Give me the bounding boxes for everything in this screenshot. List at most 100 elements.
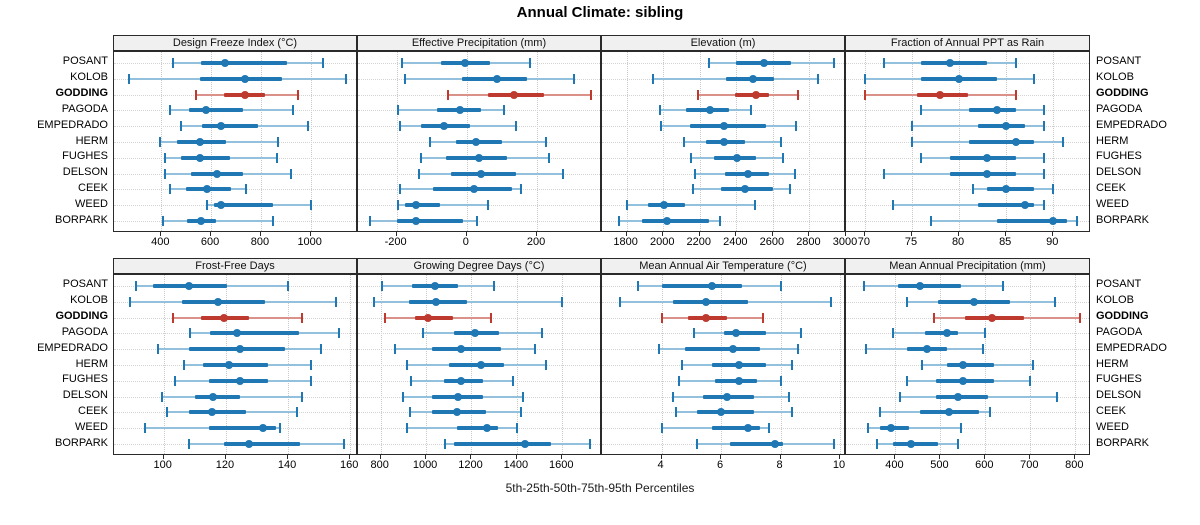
station-label-right-pagoda: PAGODA: [1096, 102, 1143, 115]
whisker-cap-low: [867, 423, 870, 434]
whisker-cap-low: [865, 344, 868, 355]
whisker-cap-low: [195, 89, 198, 100]
panel-header-1-1: Growing Degree Days (°C): [357, 258, 601, 274]
median-dot: [744, 169, 753, 178]
whisker-cap-low: [156, 344, 159, 355]
whisker-cap-high: [272, 216, 275, 227]
station-label-right-posant: POSANT: [1096, 55, 1142, 68]
median-dot: [453, 392, 462, 401]
axis-tick-mark: [839, 455, 841, 459]
whisker-cap-high: [276, 152, 279, 163]
panel-plot-1-2: [601, 274, 845, 455]
axis-tick-label: 600: [975, 459, 994, 471]
whisker-cap-low: [689, 152, 692, 163]
whisker-5-95: [868, 427, 961, 430]
whisker-cap-low: [660, 121, 663, 132]
iqr-bar-25-75: [181, 155, 230, 160]
station-label-right-posant: POSANT: [1096, 278, 1142, 291]
median-dot: [203, 185, 212, 194]
axis-tick-mark: [162, 455, 164, 459]
axis-tick-mark: [536, 232, 538, 236]
whisker-cap-high: [1075, 216, 1078, 227]
axis-tick-label: 140: [277, 459, 297, 471]
axis-tick-mark: [779, 455, 781, 459]
iqr-bar-25-75: [201, 60, 288, 65]
whisker-cap-low: [618, 296, 621, 307]
axis-tick-label: 75: [904, 236, 918, 248]
whisker-cap-low: [428, 137, 431, 147]
whisker-cap-high: [338, 328, 341, 339]
iqr-bar-25-75: [685, 347, 760, 352]
whisker-cap-low: [164, 168, 167, 179]
median-dot: [476, 169, 485, 178]
whisker-cap-low: [171, 57, 174, 68]
whisker-cap-low: [405, 360, 408, 370]
whisker-cap-high: [1042, 121, 1045, 132]
station-label-left-herm: HERM: [75, 357, 108, 370]
whisker-cap-high: [540, 328, 543, 339]
median-dot: [983, 169, 992, 178]
median-dot: [457, 345, 466, 354]
whisker-cap-high: [791, 360, 794, 370]
whisker-cap-low: [128, 296, 131, 307]
whisker-cap-high: [512, 375, 515, 386]
iqr-bar-25-75: [188, 108, 244, 113]
axis-tick-label: 800: [250, 236, 270, 248]
whisker-cap-low: [863, 73, 866, 84]
gridline-vertical: [562, 275, 564, 454]
panel-plot-0-0: [113, 51, 357, 232]
median-dot: [1049, 217, 1058, 226]
axis-tick-label: 3000: [832, 236, 858, 248]
whisker-cap-low: [892, 328, 895, 339]
whisker-cap-low: [169, 105, 172, 116]
station-label-left-kolob: KOLOB: [70, 294, 108, 307]
whisker-cap-low: [863, 89, 866, 100]
whisker-cap-high: [1031, 360, 1034, 370]
median-dot: [907, 440, 916, 449]
median-dot: [740, 185, 749, 194]
median-dot: [240, 74, 249, 83]
whisker-cap-high: [830, 296, 833, 307]
iqr-bar-25-75: [947, 363, 995, 367]
whisker-5-95: [911, 125, 1044, 128]
whisker-cap-low: [675, 407, 678, 418]
whisker-cap-low: [397, 105, 400, 116]
whisker-cap-low: [159, 137, 162, 147]
station-label-right-delson: DELSON: [1096, 389, 1142, 402]
whisker-cap-high: [279, 423, 282, 434]
whisker-cap-high: [343, 439, 345, 450]
median-dot: [728, 345, 737, 354]
axis-tick-label: 6: [716, 459, 724, 471]
station-label-right-weed: WEED: [1096, 420, 1129, 433]
station-label-left-pagoda: PAGODA: [61, 102, 108, 115]
median-dot: [734, 376, 743, 385]
station-label-left-weed: WEED: [75, 197, 108, 210]
median-dot: [457, 376, 466, 385]
whisker-cap-low: [660, 312, 663, 323]
gridline-vertical: [663, 52, 665, 231]
axis-tick-mark: [720, 455, 722, 459]
whisker-cap-low: [134, 280, 137, 291]
iqr-bar-25-75: [987, 187, 1035, 192]
whisker-cap-low: [692, 184, 695, 195]
whisker-cap-high: [572, 73, 575, 84]
median-dot: [936, 90, 945, 99]
whisker-cap-low: [180, 121, 183, 132]
whisker-cap-high: [788, 391, 791, 402]
whisker-cap-high: [1056, 391, 1059, 402]
whisker-cap-low: [161, 391, 164, 402]
axis-tick-mark: [425, 455, 427, 459]
median-dot: [195, 138, 204, 146]
whisker-cap-high: [562, 168, 565, 179]
median-dot: [220, 313, 229, 322]
whisker-cap-high: [796, 89, 799, 100]
median-dot: [662, 217, 671, 226]
whisker-cap-high: [1042, 152, 1045, 163]
panel-header-0-0: Design Freeze Index (°C): [113, 35, 357, 51]
panel-header-0-2: Elevation (m): [601, 35, 845, 51]
axis-tick-mark: [224, 455, 226, 459]
station-label-left-godding: GODDING: [55, 310, 108, 323]
median-dot: [719, 138, 728, 146]
axis-tick-mark: [210, 232, 212, 236]
whisker-cap-high: [781, 152, 784, 163]
